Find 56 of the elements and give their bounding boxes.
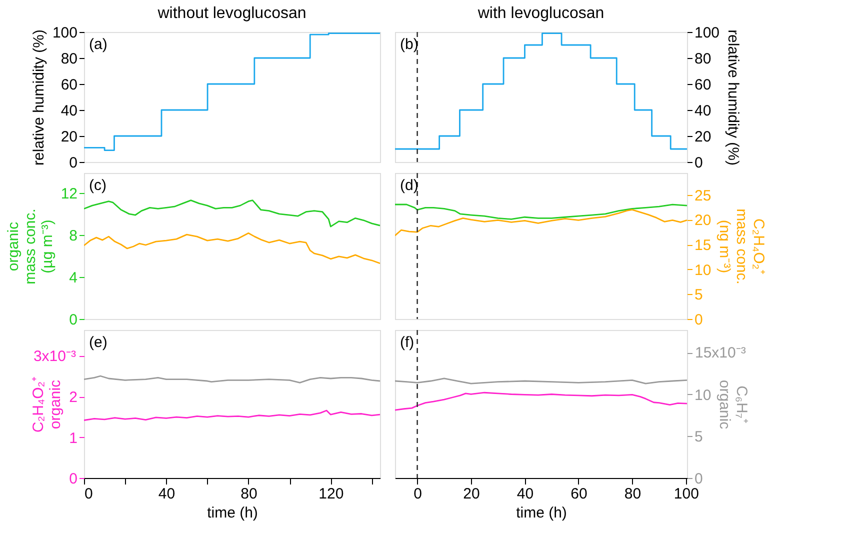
y2-axis-title: relative humidity (%) [724,30,742,166]
y2-axis-title: C₂H₄O₂⁺ mass conc. (ng m⁻³) [716,208,768,284]
y-tick-label: 20 [60,128,78,146]
x-tick-label: 100 [674,486,699,502]
y2-tick-label: 5 [694,286,703,304]
x-tick-label: 60 [570,486,588,502]
y-tick-label: 100 [52,24,78,42]
y-tick-label: 0 [69,312,78,328]
annotation: (b) [400,36,418,53]
y2-tick-label: 25 [694,187,712,204]
annotation: (f) [400,334,414,351]
x-tick-label: 40 [158,486,176,502]
y2-tick-label: 80 [694,50,712,68]
x-axis-title: time (h) [516,504,567,522]
y-tick-label: 0 [69,470,78,488]
text: 3x10⁻³ [33,348,76,366]
y2-tick-label: 20 [694,212,712,230]
x-tick-label: 20 [463,486,480,502]
y-tick-label: 4 [69,269,78,286]
y-axis-title: organic mass conc. (µg m⁻³) [4,208,56,284]
annotation: (a) [89,36,108,53]
chart-title: with levoglucosan [476,5,604,22]
x-tick-label: 120 [318,486,344,502]
annotation: (d) [400,177,418,194]
y2-tick-label: 10 [694,262,712,279]
y2-tick-label: 100 [694,24,720,42]
y-tick-label: 2 [69,389,78,406]
annotation: (c) [89,177,106,194]
y2-tick-label: 20 [694,128,712,146]
chart-title: without levoglucosan [156,5,306,22]
y2-axis-title: C₆H₇⁺ organic [716,380,750,430]
y2-tick-label: 0 [694,470,703,488]
y-tick-label: 1 [69,430,78,447]
x-tick-label: 0 [414,486,422,502]
y2-tick-label: 0 [694,154,703,172]
x-tick-label: 80 [240,486,258,502]
x-tick-label: 80 [624,486,642,502]
y-tick-label: 60 [60,76,78,94]
y2-tick-label: 60 [694,76,712,94]
y-tick-label: 80 [60,50,78,68]
y2-tick-label: 40 [694,102,712,120]
y-tick-label: 8 [69,227,78,244]
y-axis-title: relative humidity (%) [30,30,48,166]
y2-tick-label: 15 [694,237,712,254]
y-axis-title: C₂H₄O₂⁺ organic [30,376,64,433]
x-tick-label: 0 [84,486,93,502]
y2-tick-label: 10 [694,386,712,404]
x-axis-title: time (h) [207,504,258,522]
y-tick-label: 12 [60,185,78,202]
x-tick-label: 40 [516,486,534,502]
text: 15x10⁻³ [695,344,746,362]
y-tick-label: 0 [69,154,78,172]
y-tick-label: 40 [60,102,78,120]
y2-tick-label: 5 [694,428,703,446]
annotation: (e) [89,334,108,351]
y2-tick-label: 0 [694,312,703,328]
